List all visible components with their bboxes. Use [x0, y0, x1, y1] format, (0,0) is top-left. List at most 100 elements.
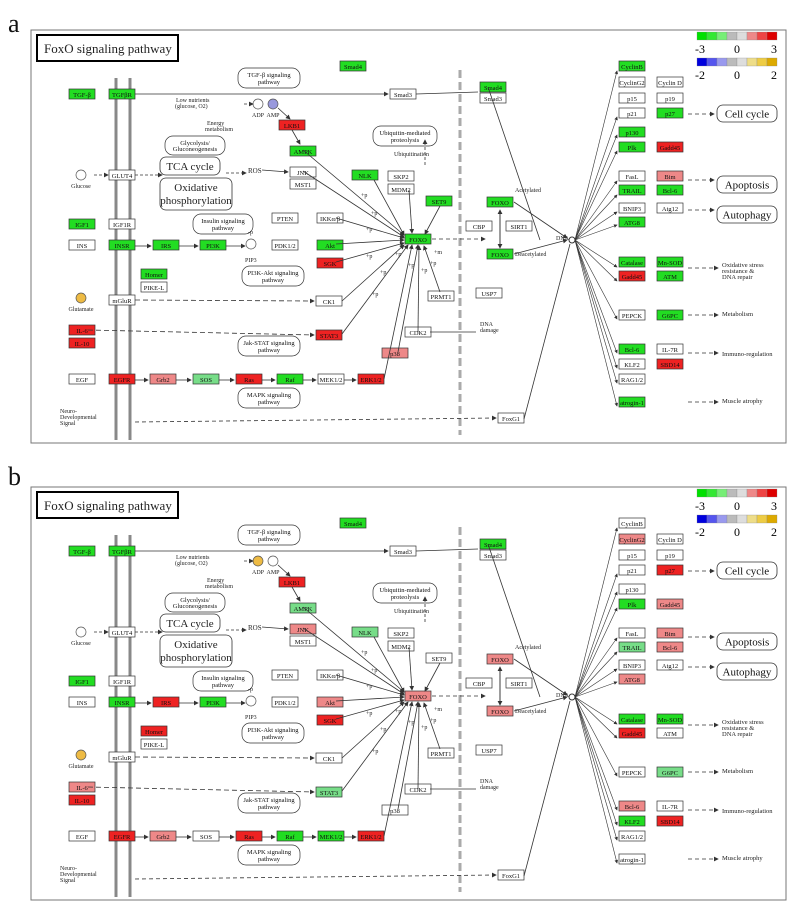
gene-cyclind[interactable]: Cyclin D: [656, 76, 684, 88]
gene-ck1[interactable]: CK1: [315, 752, 343, 764]
gene-bcl6[interactable]: Bcl-6: [656, 641, 684, 653]
gene-p15[interactable]: p15: [618, 549, 646, 561]
gene-p38[interactable]: p38: [381, 347, 409, 359]
gene-smad4b[interactable]: Smad4: [479, 538, 507, 550]
gene-lkb1[interactable]: LKB1: [278, 119, 306, 131]
gene-pepck[interactable]: PEPCK: [618, 309, 646, 321]
gene-p15[interactable]: p15: [618, 92, 646, 104]
gene-foxo1[interactable]: FOXO: [404, 233, 432, 245]
gene-grb2[interactable]: Grb2: [149, 373, 177, 385]
gene-irs[interactable]: IRS: [152, 696, 180, 708]
gene-glut4[interactable]: GLUT4: [108, 626, 136, 638]
gene-catalase[interactable]: Catalase: [618, 713, 646, 725]
gene-pi3k[interactable]: PI3K: [199, 696, 227, 708]
gene-cycling2[interactable]: CyclinG2: [618, 533, 646, 545]
gene-bim[interactable]: Bim: [656, 627, 684, 639]
gene-p130[interactable]: p130: [618, 583, 646, 595]
gene-stat3[interactable]: STAT3: [315, 786, 343, 798]
gene-ins[interactable]: INS: [68, 696, 96, 708]
gene-bnip3[interactable]: BNIP3: [618, 202, 646, 214]
gene-pdk12[interactable]: PDK1/2: [271, 239, 299, 251]
gene-tgfbr[interactable]: TGFβR: [108, 545, 136, 557]
gene-bcl6b[interactable]: Bcl-6: [618, 343, 646, 355]
gene-bcl6[interactable]: Bcl-6: [656, 184, 684, 196]
compound-glucose[interactable]: Glucose: [71, 626, 91, 647]
gene-pepck[interactable]: PEPCK: [618, 766, 646, 778]
gene-bnip3[interactable]: BNIP3: [618, 659, 646, 671]
tca-box[interactable]: [159, 156, 221, 176]
gene-smad4a[interactable]: Smad4: [339, 517, 367, 529]
gene-insr[interactable]: INSR: [108, 239, 136, 251]
gene-jnk[interactable]: JNK: [289, 623, 317, 635]
compound-glutamate[interactable]: Glutamate: [69, 749, 94, 770]
gene-il7r[interactable]: IL-7R: [656, 800, 684, 812]
gene-ikkab[interactable]: IKKα/β: [316, 669, 344, 681]
pathway-map-link[interactable]: Glycolysis/Gluconeogenesis: [164, 592, 226, 613]
outcome-autophagy[interactable]: Autophagy: [716, 205, 778, 224]
gene-g6pc[interactable]: G6PC: [656, 309, 684, 321]
gene-setd7[interactable]: SET9: [425, 195, 453, 207]
gene-atm[interactable]: ATM: [656, 270, 684, 282]
gene-atg12[interactable]: Atg12: [656, 659, 684, 671]
gene-skp2[interactable]: SKP2: [387, 627, 415, 639]
compound-glucose[interactable]: Glucose: [71, 169, 91, 190]
gene-p19[interactable]: p19: [656, 92, 684, 104]
gene-foxo1[interactable]: FOXO: [404, 690, 432, 702]
gene-trail[interactable]: TRAIL: [618, 184, 646, 196]
gene-mek12[interactable]: MEK1/2: [317, 373, 345, 385]
gene-sbd14[interactable]: SBD14: [656, 815, 684, 827]
gene-igf1r[interactable]: IGF1R: [108, 675, 136, 687]
outcome-cellcycle[interactable]: Cell cycle: [716, 561, 778, 580]
gene-fasl[interactable]: FasL: [618, 627, 646, 639]
oxphos-box[interactable]: [159, 634, 233, 668]
gene-atg8[interactable]: ATG8: [618, 216, 646, 228]
gene-pikel[interactable]: PIKE-L: [140, 281, 168, 293]
outcome-apoptosis[interactable]: Apoptosis: [716, 632, 778, 651]
compound-amp[interactable]: AMP: [266, 98, 280, 119]
gene-grb2[interactable]: Grb2: [149, 830, 177, 842]
gene-jnk[interactable]: JNK: [289, 166, 317, 178]
gene-sos[interactable]: SOS: [192, 830, 220, 842]
pathway-map-link[interactable]: Glycolysis/Gluconeogenesis: [164, 135, 226, 156]
gene-raf[interactable]: Raf: [276, 373, 304, 385]
gene-stat3[interactable]: STAT3: [315, 329, 343, 341]
gene-atm[interactable]: ATM: [656, 727, 684, 739]
gene-trail[interactable]: TRAIL: [618, 641, 646, 653]
gene-p19[interactable]: p19: [656, 549, 684, 561]
gene-sos[interactable]: SOS: [192, 373, 220, 385]
gene-p27[interactable]: p27: [656, 564, 684, 576]
gene-tgfb[interactable]: TGF-β: [68, 88, 96, 100]
gene-p130[interactable]: p130: [618, 126, 646, 138]
gene-usp7[interactable]: USP7: [475, 287, 503, 299]
compound-amp[interactable]: AMP: [266, 555, 280, 576]
gene-sgk[interactable]: SGK: [316, 714, 344, 726]
gene-foxo3[interactable]: FOXO: [486, 248, 514, 260]
gene-prmt1[interactable]: PRMT1: [427, 747, 455, 759]
gene-plk[interactable]: Plk: [618, 141, 646, 153]
gene-pten[interactable]: PTEN: [271, 212, 299, 224]
gene-egfr[interactable]: EGFR: [108, 373, 136, 385]
gene-homer[interactable]: Homer: [140, 268, 168, 280]
gene-cyclinb[interactable]: CyclinB: [618, 60, 646, 72]
gene-sbd14[interactable]: SBD14: [656, 358, 684, 370]
gene-il10[interactable]: IL-10: [68, 794, 96, 806]
gene-il10[interactable]: IL-10: [68, 337, 96, 349]
gene-pi3k[interactable]: PI3K: [199, 239, 227, 251]
gene-atg12[interactable]: Atg12: [656, 202, 684, 214]
gene-sgk[interactable]: SGK: [316, 257, 344, 269]
gene-cbp[interactable]: CBP: [465, 677, 493, 689]
gene-gadd45[interactable]: Gadd45: [656, 598, 684, 610]
gene-akt[interactable]: Akt: [316, 239, 344, 251]
gene-tgfb[interactable]: TGF-β: [68, 545, 96, 557]
gene-sirt1[interactable]: SIRT1: [505, 220, 533, 232]
outcome-apoptosis[interactable]: Apoptosis: [716, 175, 778, 194]
gene-foxo2[interactable]: FOXO: [486, 196, 514, 208]
gene-erk12[interactable]: ERK1/2: [357, 373, 385, 385]
gene-ras[interactable]: Ras: [235, 830, 263, 842]
gene-g6pc[interactable]: G6PC: [656, 766, 684, 778]
gene-igf1[interactable]: IGF1: [68, 675, 96, 687]
gene-smad4a[interactable]: Smad4: [339, 60, 367, 72]
gene-gadd45b[interactable]: Gadd45: [618, 270, 646, 282]
